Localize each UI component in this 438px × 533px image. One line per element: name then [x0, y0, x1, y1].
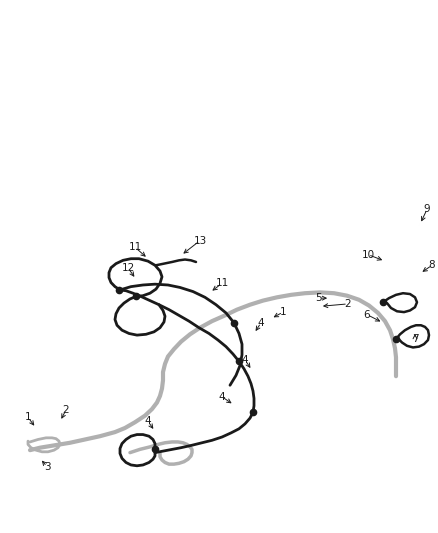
Text: 12: 12 — [121, 263, 134, 273]
Text: 11: 11 — [128, 242, 141, 252]
Text: 1: 1 — [280, 307, 286, 317]
Text: 11: 11 — [215, 278, 229, 288]
Text: 7: 7 — [412, 334, 418, 344]
Text: 9: 9 — [424, 204, 430, 214]
Text: 6: 6 — [364, 310, 370, 320]
Text: 4: 4 — [242, 355, 248, 365]
Text: 8: 8 — [429, 260, 435, 270]
Text: 4: 4 — [219, 392, 225, 402]
Text: 4: 4 — [145, 416, 151, 426]
Text: 2: 2 — [63, 405, 69, 415]
Text: 2: 2 — [345, 299, 351, 309]
Text: 5: 5 — [316, 293, 322, 303]
Text: 13: 13 — [193, 236, 207, 246]
Text: 10: 10 — [361, 249, 374, 260]
Text: 3: 3 — [44, 462, 50, 472]
Text: 4: 4 — [258, 318, 264, 328]
Text: 1: 1 — [25, 413, 31, 422]
